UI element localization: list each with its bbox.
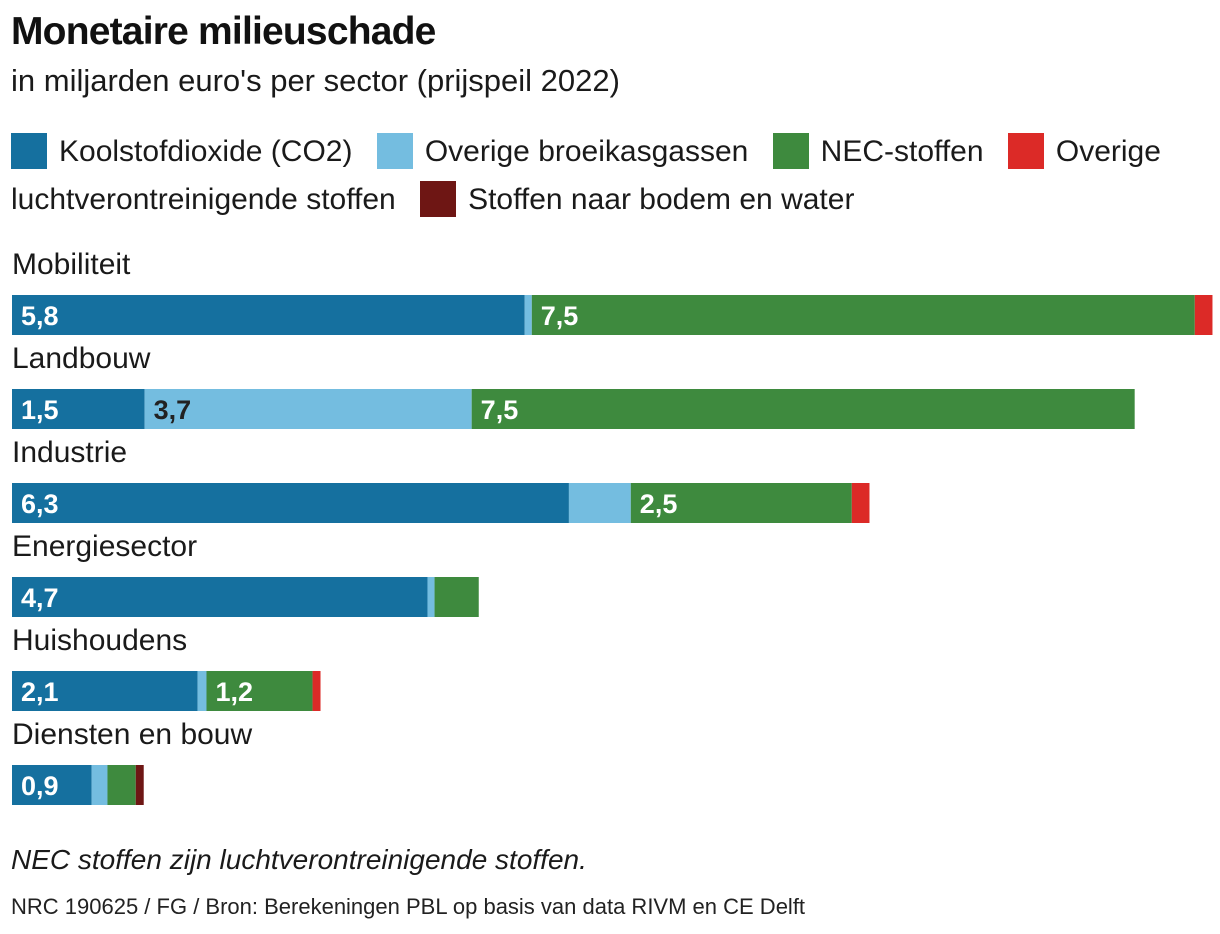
bar-landbouw-series-0 (12, 389, 145, 429)
bar-mobiliteit-series-1 (524, 295, 532, 335)
category-label-mobiliteit: Mobiliteit (12, 248, 131, 281)
bar-diensten-en-bouw-series-0 (12, 765, 92, 805)
legend-swatch-co2 (11, 133, 47, 169)
bar-landbouw-series-2 (471, 389, 1135, 429)
category-label-huishoudens: Huishoudens (12, 624, 187, 657)
legend-swatch-overige-lucht (1007, 133, 1044, 169)
bar-diensten-en-bouw-series-1 (91, 765, 108, 805)
value-label-mobiliteit-series-2: 7,5 (541, 301, 579, 331)
chart-source: NRC 190625 / FG / Bron: Berekeningen PBL… (11, 894, 806, 919)
bar-huishoudens-series-0 (12, 671, 198, 711)
category-label-energiesector: Energiesector (12, 530, 197, 563)
chart-note: NEC stoffen zijn luchtverontreinigende s… (11, 844, 587, 875)
bar-huishoudens-series-1 (197, 671, 207, 711)
legend-label-bodem-water: Stoffen naar bodem en water (468, 183, 855, 216)
legend-label-co2: Koolstofdioxide (CO2) (59, 135, 353, 168)
value-label-landbouw-series-2: 7,5 (481, 395, 519, 425)
legend-item-bodem-water: Stoffen naar bodem en water (420, 181, 855, 217)
value-label-industrie-series-0: 6,3 (21, 489, 59, 519)
bar-industrie-series-1 (568, 483, 631, 523)
legend-item-nec-stoffen: NEC-stoffen (772, 133, 984, 169)
bar-industrie-series-0 (12, 483, 569, 523)
bar-industrie-series-3 (851, 483, 870, 523)
chart-legend: Koolstofdioxide (CO2) Overige broeikasga… (11, 128, 1201, 224)
bar-industrie-series-2 (630, 483, 852, 523)
bar-mobiliteit-series-0 (12, 295, 525, 335)
value-label-industrie-series-2: 2,5 (640, 489, 678, 519)
stacked-bar-chart: Mobiliteit 5,8 7,5 Landbouw 1,5 3,7 7,5 Industr… (12, 248, 1213, 805)
legend-item-overige-lucht: Overige luchtverontreinigende stoffen (11, 133, 1161, 216)
category-label-landbouw: Landbouw (12, 342, 151, 375)
legend-swatch-overige-broeikasgassen (376, 133, 413, 169)
chart-subtitle: in miljarden euro's per sector (prijspei… (11, 63, 620, 98)
value-label-huishoudens-series-0: 2,1 (21, 677, 59, 707)
value-label-landbouw-series-1: 3,7 (154, 395, 192, 425)
legend-item-overige-broeikasgassen: Overige broeikasgassen (376, 133, 749, 169)
legend-label-overige-lucht: Overige luchtverontreinigende stoffen (11, 135, 1161, 216)
legend-label-nec-stoffen: NEC-stoffen (820, 135, 984, 168)
category-label-industrie: Industrie (12, 436, 127, 469)
legend-item-co2: Koolstofdioxide (CO2) (11, 133, 353, 169)
value-label-mobiliteit-series-0: 5,8 (21, 301, 59, 331)
bar-huishoudens-series-3 (312, 671, 321, 711)
value-label-diensten-en-bouw-series-0: 0,9 (21, 771, 59, 801)
value-label-huishoudens-series-2: 1,2 (215, 677, 253, 707)
value-label-energiesector-series-0: 4,7 (21, 583, 59, 613)
bar-energiesector-series-1 (427, 577, 435, 617)
bar-mobiliteit-series-2 (531, 295, 1195, 335)
bar-mobiliteit-series-3 (1194, 295, 1213, 335)
category-label-diensten-en-bouw: Diensten en bouw (12, 718, 252, 751)
bar-energiesector-series-2 (434, 577, 479, 617)
value-label-landbouw-series-0: 1,5 (21, 395, 59, 425)
legend-swatch-bodem-water (420, 181, 457, 217)
chart-title: Monetaire milieuschade (11, 10, 436, 53)
bar-landbouw-series-1 (144, 389, 472, 429)
bar-diensten-en-bouw-series-4 (135, 765, 144, 805)
bar-huishoudens-series-2 (206, 671, 313, 711)
legend-swatch-nec-stoffen (772, 133, 809, 169)
bar-energiesector-series-0 (12, 577, 428, 617)
legend-label-overige-broeikasgassen: Overige broeikasgassen (424, 135, 749, 168)
bar-diensten-en-bouw-series-2 (107, 765, 136, 805)
